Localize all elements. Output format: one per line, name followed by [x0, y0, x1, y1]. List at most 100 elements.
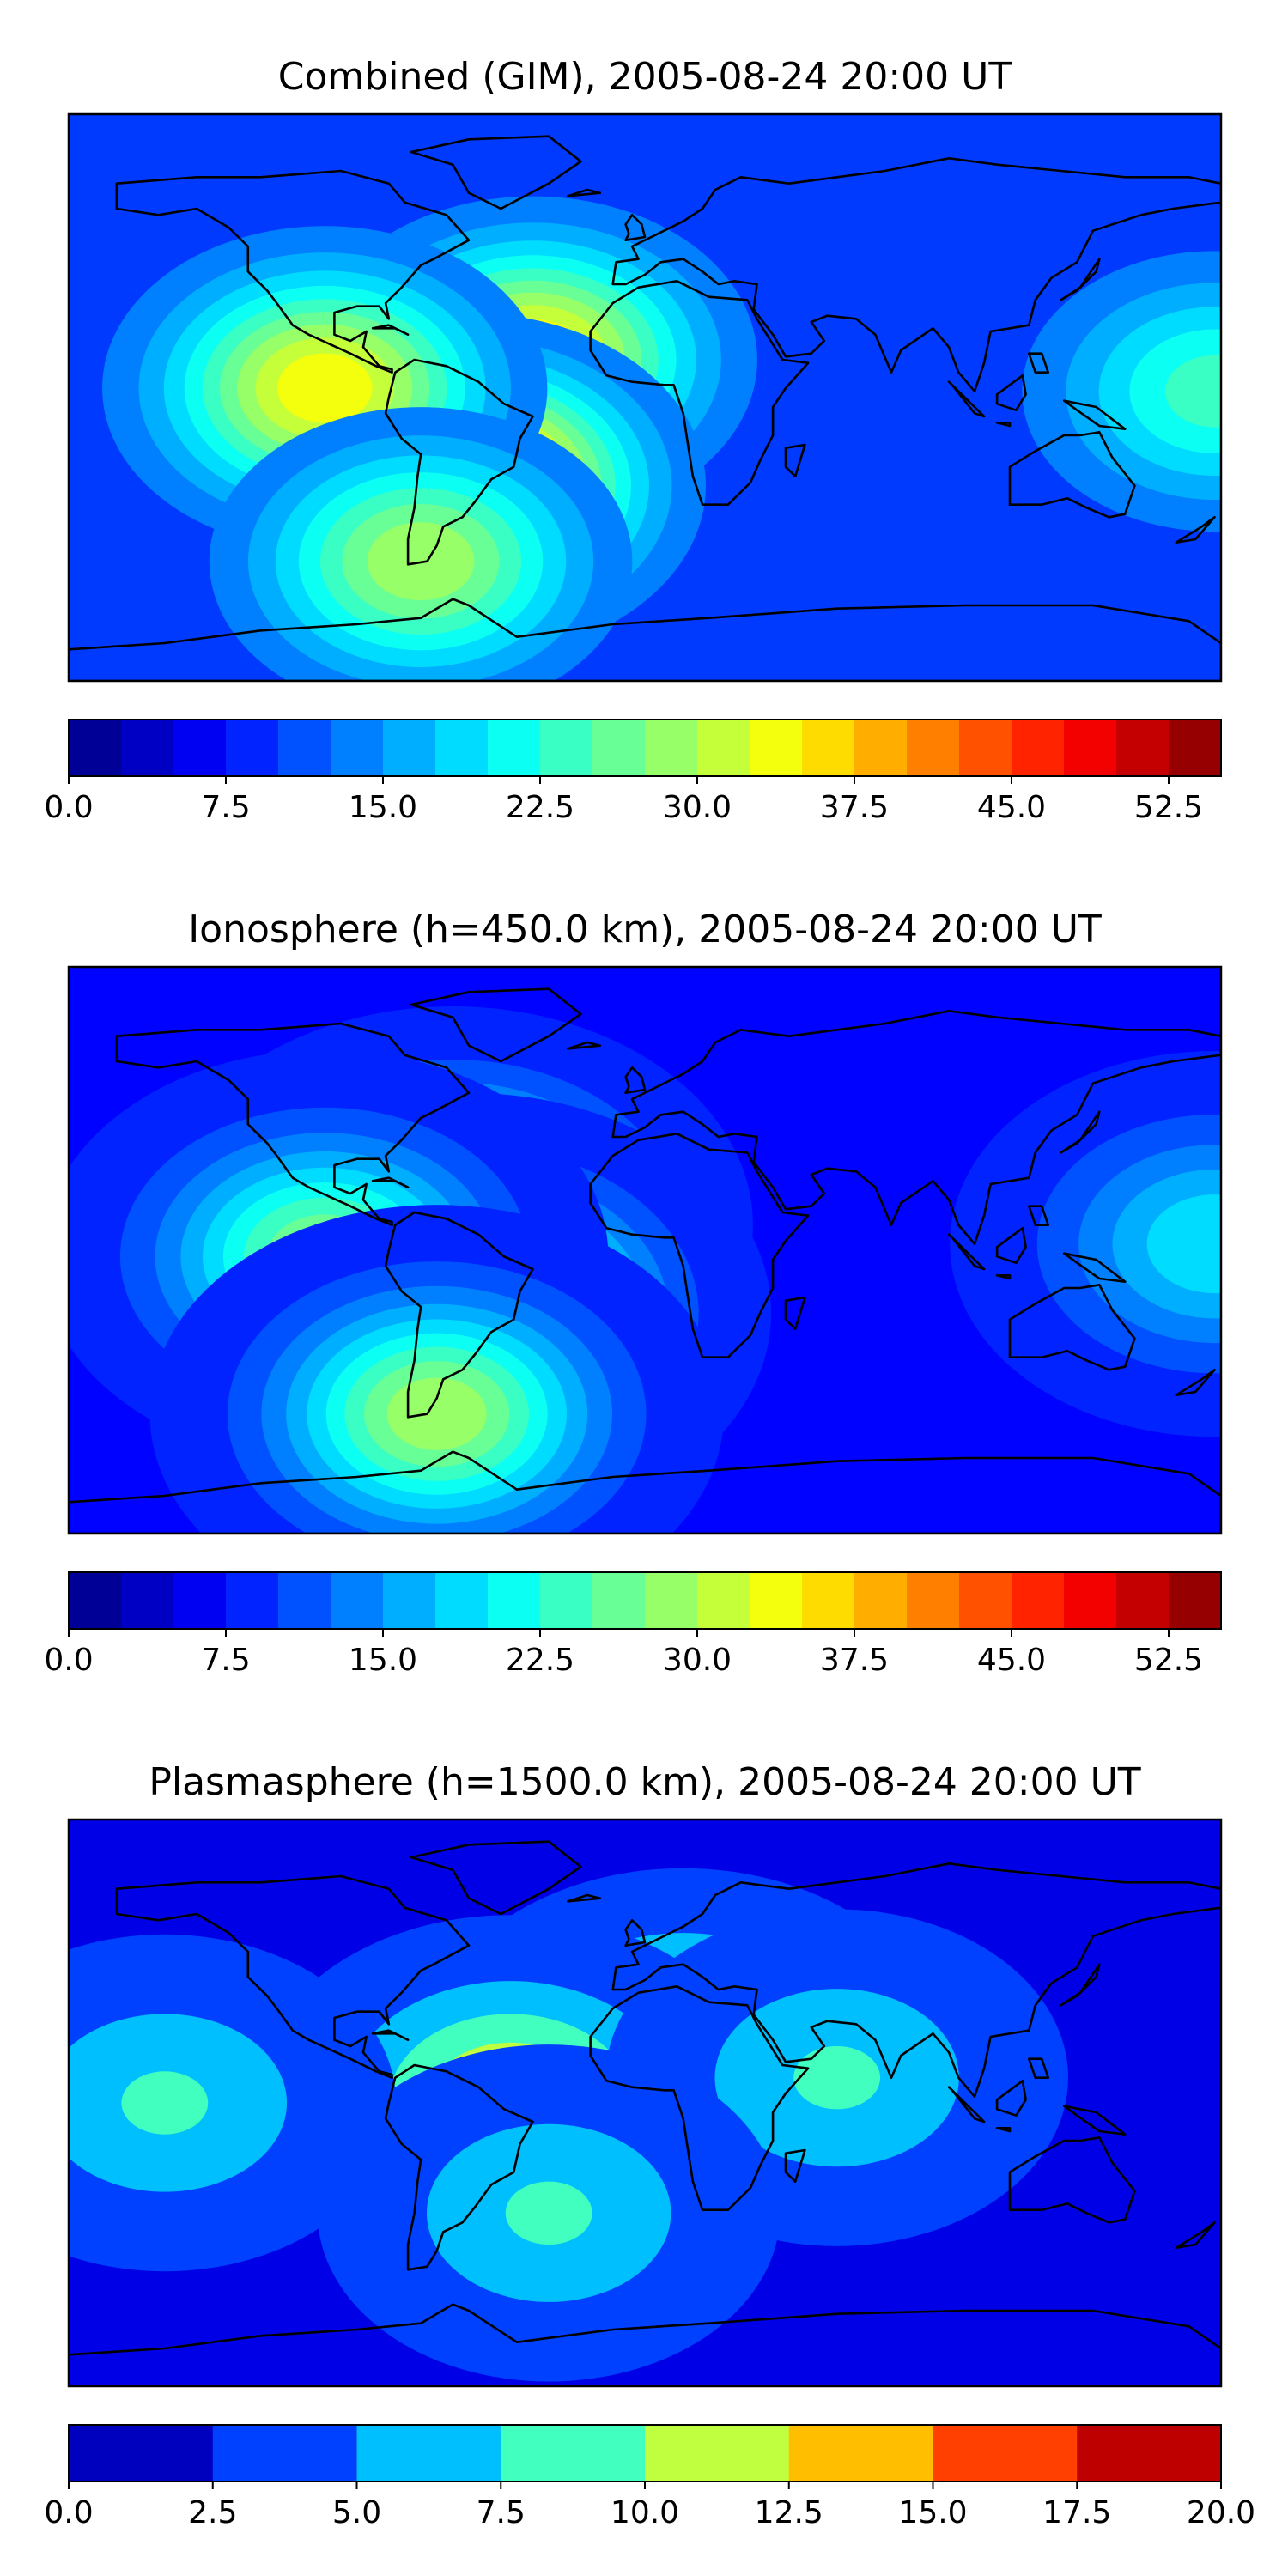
colorbar-tick-label: 2.5: [188, 2495, 237, 2530]
colorbar-bin: [1169, 1572, 1222, 1629]
colorbar-bin: [592, 720, 646, 776]
colorbar-bin: [488, 720, 541, 776]
colorbar-bin: [69, 720, 122, 776]
panel-plasmasphere: Plasmasphere (h=1500.0 km), 2005-08-24 2…: [44, 1760, 1255, 2530]
coastline: [611, 1862, 1221, 2098]
coastline: [410, 1840, 582, 1916]
panel-title: Combined (GIM), 2005-08-24 20:00 UT: [278, 55, 1012, 99]
coastline: [624, 1066, 647, 1094]
map-area: [67, 112, 1223, 683]
colorbar-tick-label: 0.0: [44, 1643, 93, 1678]
coastline: [589, 1133, 810, 1358]
coastline: [1063, 399, 1127, 431]
colorbar-bin: [383, 720, 436, 776]
colorbar-bin: [592, 1572, 646, 1629]
contour-level: [505, 2181, 592, 2245]
coastline: [115, 169, 471, 374]
panel-title: Plasmasphere (h=1500.0 km), 2005-08-24 2…: [149, 1760, 1140, 1804]
coastline: [1008, 2136, 1136, 2224]
colorbar-tick-label: 45.0: [977, 790, 1046, 825]
coastline: [69, 2303, 1221, 2386]
colorbar-bin: [173, 720, 227, 776]
tec-feature: [1022, 251, 1221, 532]
colorbar-bin: [540, 1572, 593, 1629]
colorbar-bin: [907, 1572, 960, 1629]
coastline: [995, 2127, 1012, 2133]
colorbar-tick-label: 37.5: [820, 1643, 889, 1678]
colorbar-tick-label: 7.5: [201, 790, 250, 825]
colorbar-tick-label: 15.0: [349, 1643, 417, 1678]
contour-level: [793, 2045, 881, 2110]
colorbar-tick-label: 17.5: [1042, 2495, 1111, 2530]
coastline: [371, 324, 410, 337]
panel-combined: Combined (GIM), 2005-08-24 20:00 UT 0.0 7…: [44, 55, 1223, 825]
colorbar-tick-label: 15.0: [898, 2495, 967, 2530]
coastline: [410, 987, 582, 1063]
colorbar: 0.0 2.5 5.0 7.5 10.0 12.5 15.0 17.5 20.0: [44, 2424, 1255, 2530]
colorbar-bin: [278, 1572, 331, 1629]
colorbar-bin: [645, 720, 698, 776]
colorbar-tick-label: 30.0: [663, 790, 732, 825]
coastline: [567, 1893, 602, 1903]
coastline: [1060, 1963, 1101, 2007]
colorbar-tick-label: 52.5: [1134, 790, 1203, 825]
colorbar-bin: [788, 2425, 934, 2482]
colorbar-tick-label: 7.5: [201, 1643, 250, 1678]
coastline: [1175, 1369, 1216, 1396]
coastline: [784, 1296, 806, 1330]
colorbar: 0.0 7.5 15.0 22.5 30.0 37.5 45.0 52.5: [44, 719, 1222, 825]
colorbar-bin: [435, 720, 489, 776]
tec-field: [69, 967, 1221, 1534]
colorbar-tick-label: 30.0: [663, 1643, 732, 1678]
colorbar: 0.0 7.5 15.0 22.5 30.0 37.5 45.0 52.5: [44, 1571, 1222, 1678]
colorbar-tick-label: 15.0: [349, 790, 417, 825]
coastline: [784, 443, 806, 478]
coastline: [384, 1211, 534, 1419]
colorbar-tick-label: 22.5: [506, 1643, 574, 1678]
coastline: [611, 157, 1221, 393]
map-area: [67, 965, 1223, 1535]
colorbar-bin: [750, 1572, 803, 1629]
colorbar-bin: [540, 720, 593, 776]
coastline: [1008, 1284, 1136, 1371]
coastline: [1063, 1252, 1127, 1283]
coastline: [567, 188, 602, 197]
coastline: [1175, 515, 1216, 544]
coastline: [1060, 1110, 1101, 1154]
contour-level: [1165, 355, 1221, 428]
colorbar-tick-label: 20.0: [1187, 2495, 1255, 2530]
colorbar-frame: [68, 1571, 1222, 1630]
colorbar-bin: [173, 1572, 227, 1629]
colorbar-tick-label: 52.5: [1134, 1643, 1203, 1678]
colorbar-bin: [1116, 1572, 1170, 1629]
coastline: [995, 374, 1027, 412]
colorbar-bin: [959, 720, 1012, 776]
tec-feature: [149, 1205, 724, 1534]
tec-feature: [69, 1934, 397, 2272]
coastline: [947, 1233, 986, 1271]
colorbar-tick-label: 22.5: [506, 790, 574, 825]
coastline: [995, 421, 1012, 428]
coastline: [1028, 1205, 1049, 1226]
panel-ionosphere: Ionosphere (h=450.0 km), 2005-08-24 20:0…: [44, 908, 1223, 1678]
colorbar-bin: [1012, 1572, 1065, 1629]
contour-level: [121, 2071, 209, 2135]
coastline: [69, 1450, 1221, 1534]
coastline: [1028, 352, 1049, 374]
coastline: [410, 135, 582, 210]
colorbar-tick-label: 45.0: [977, 1643, 1046, 1678]
map-frame: [67, 112, 1223, 683]
colorbar-bin: [121, 720, 174, 776]
colorbar-tick-label: 5.0: [332, 2495, 381, 2530]
tec-feature: [317, 2044, 781, 2382]
colorbar-bin: [1064, 720, 1117, 776]
colorbar-bin: [331, 720, 384, 776]
coastline: [947, 2086, 986, 2123]
coastline: [947, 380, 986, 418]
colorbar-bin: [907, 720, 960, 776]
coastline: [567, 1041, 602, 1050]
coastline: [624, 1919, 647, 1947]
colorbar-tick-label: 7.5: [477, 2495, 526, 2530]
coastline: [784, 2148, 806, 2183]
coastline: [1008, 430, 1136, 519]
